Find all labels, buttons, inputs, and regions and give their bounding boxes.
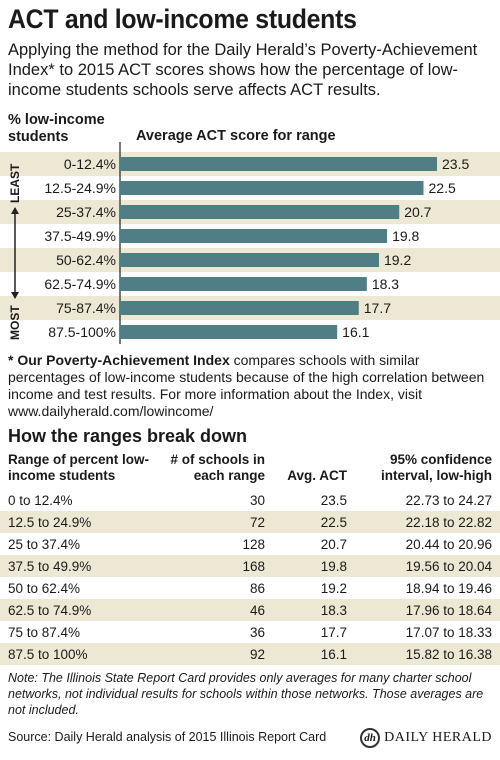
- cell-schools: 128: [242, 536, 265, 552]
- header-ci: 95% confidence interval, low-high: [380, 452, 492, 483]
- data-label: 19.8: [392, 228, 419, 244]
- table-row: 62.5 to 74.9% 46 18.3 17.96 to 18.64: [0, 599, 500, 621]
- footnote-bold: * Our Poverty-Achievement Index: [8, 352, 230, 368]
- bar: [120, 229, 388, 243]
- bar: [120, 157, 437, 171]
- note: Note: The Illinois State Report Card pro…: [8, 671, 484, 717]
- cell-ci: 18.94 to 19.46: [405, 580, 492, 596]
- table-row: 25 to 37.4% 128 20.7 20.44 to 20.96: [0, 533, 500, 555]
- cell-act: 16.1: [271, 643, 353, 665]
- arrow-down-icon: [11, 292, 19, 299]
- cell-range: 75 to 87.4%: [8, 624, 81, 640]
- data-label: 20.7: [404, 204, 431, 220]
- cell-ci: 15.82 to 16.38: [353, 643, 500, 665]
- footnote: * Our Poverty-Achievement Index compares…: [8, 352, 494, 420]
- cell-schools: 168: [164, 555, 271, 577]
- logo-mark-icon: dh: [360, 728, 381, 748]
- arrow-label-most: MOST: [8, 305, 22, 340]
- cell-range: 25 to 37.4%: [8, 536, 81, 552]
- category-label: 12.5-24.9%: [44, 180, 116, 196]
- category-label: 62.5-74.9%: [44, 276, 116, 292]
- intro-text: Applying the method for the Daily Herald…: [8, 41, 478, 99]
- category-label: 50-62.4%: [56, 252, 116, 268]
- bar: [120, 181, 424, 195]
- category-label: 0-12.4%: [64, 156, 116, 172]
- cell-schools: 36: [249, 624, 265, 640]
- cell-act: 19.2: [320, 580, 347, 596]
- bar: [120, 325, 338, 339]
- table-row: 0 to 12.4% 30 23.5 22.73 to 24.27: [0, 489, 500, 511]
- x-axis-header: Average ACT score for range: [136, 128, 336, 144]
- data-label: 23.5: [442, 156, 469, 172]
- bar-chart: 0-12.4% 23.5 12.5-24.9% 22.5 25-37.4% 20.7 37.…: [0, 108, 500, 348]
- header-schools: # of schools in each range: [170, 452, 265, 483]
- y-axis-header: % low-income students: [8, 112, 105, 145]
- chart-title: ACT and low-income students: [8, 4, 357, 34]
- cell-schools: 92: [164, 643, 271, 665]
- data-label: 22.5: [429, 180, 456, 196]
- arrow-label-least: LEAST: [8, 163, 22, 203]
- footnote-text: compares schools with similar percentage…: [8, 352, 485, 419]
- table-body: 0 to 12.4% 30 23.5 22.73 to 24.27 12.5 to 24…: [0, 489, 500, 665]
- logo-text: DAILY HERALD: [384, 730, 492, 745]
- cell-ci: 17.07 to 18.33: [405, 624, 492, 640]
- data-label: 19.2: [384, 252, 411, 268]
- data-label: 18.3: [372, 276, 399, 292]
- bar: [120, 253, 379, 267]
- cell-act: 22.5: [271, 511, 353, 533]
- cell-schools: 72: [164, 511, 271, 533]
- daily-herald-logo: dh DAILY HERALD: [360, 728, 492, 748]
- cell-range: 87.5 to 100%: [0, 643, 164, 665]
- category-label: 25-37.4%: [56, 204, 116, 220]
- cell-act: 18.3: [271, 599, 353, 621]
- cell-range: 62.5 to 74.9%: [0, 599, 164, 621]
- cell-act: 20.7: [320, 536, 347, 552]
- table-row: 75 to 87.4% 36 17.7 17.07 to 18.33: [0, 621, 500, 643]
- cell-schools: 30: [249, 492, 265, 508]
- cell-schools: 46: [164, 599, 271, 621]
- cell-ci: 22.73 to 24.27: [405, 492, 492, 508]
- bar: [120, 301, 359, 315]
- bar: [120, 277, 367, 291]
- cell-range: 0 to 12.4%: [8, 492, 73, 508]
- cell-ci: 17.96 to 18.64: [353, 599, 500, 621]
- category-label: 75-87.4%: [56, 300, 116, 316]
- data-label: 16.1: [342, 324, 369, 340]
- header-act: Avg. ACT: [287, 468, 347, 483]
- table-row: 12.5 to 24.9% 72 22.5 22.18 to 22.82: [0, 511, 500, 533]
- arrow-up-icon: [11, 207, 19, 214]
- cell-act: 23.5: [320, 492, 347, 508]
- cell-ci: 22.18 to 22.82: [353, 511, 500, 533]
- header-range: Range of percent low-income students: [8, 452, 150, 483]
- cell-range: 37.5 to 49.9%: [0, 555, 164, 577]
- cell-act: 19.8: [271, 555, 353, 577]
- bar: [120, 205, 400, 219]
- table-row: 50 to 62.4% 86 19.2 18.94 to 19.46: [0, 577, 500, 599]
- cell-schools: 86: [249, 580, 265, 596]
- cell-ci: 20.44 to 20.96: [405, 536, 492, 552]
- source: Source: Daily Herald analysis of 2015 Il…: [8, 730, 327, 744]
- breakdown-title: How the ranges break down: [8, 426, 248, 446]
- cell-ci: 19.56 to 20.04: [353, 555, 500, 577]
- table-row: 87.5 to 100% 92 16.1 15.82 to 16.38: [0, 643, 500, 665]
- table-header-row: Range of percent low-income students # o…: [0, 450, 500, 489]
- bar-chart-svg: 0-12.4% 23.5 12.5-24.9% 22.5 25-37.4% 20.7 37.…: [0, 142, 500, 344]
- table-row: 37.5 to 49.9% 168 19.8 19.56 to 20.04: [0, 555, 500, 577]
- cell-act: 17.7: [320, 624, 347, 640]
- cell-range: 50 to 62.4%: [8, 580, 81, 596]
- data-label: 17.7: [364, 300, 391, 316]
- cell-range: 12.5 to 24.9%: [0, 511, 164, 533]
- breakdown-table: Range of percent low-income students # o…: [0, 450, 500, 665]
- category-label: 87.5-100%: [48, 324, 116, 340]
- category-label: 37.5-49.9%: [44, 228, 116, 244]
